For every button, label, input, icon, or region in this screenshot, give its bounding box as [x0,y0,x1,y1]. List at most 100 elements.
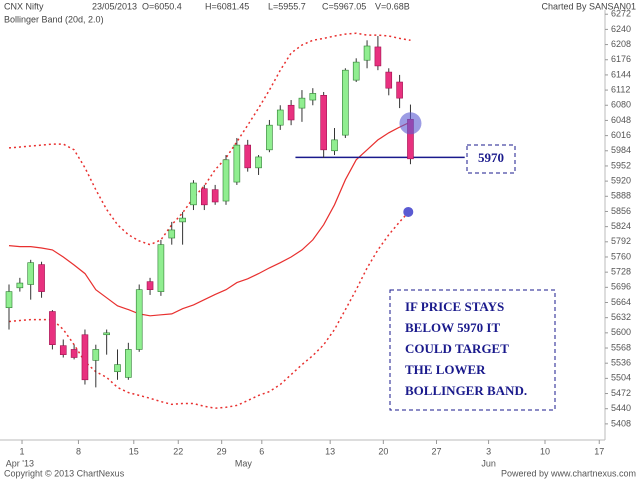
y-tick-label: 5920 [611,175,631,185]
candle-body [222,159,230,202]
candle-body [363,45,371,61]
candle-body [244,144,252,169]
y-tick-label: 6272 [611,9,631,19]
y-tick-label: 5984 [611,145,631,155]
candle-body [276,109,284,126]
band-outer [8,209,412,409]
x-tick-label: 20 [378,446,388,456]
candle-body [16,282,24,289]
low-value: L=5955.7 [268,1,306,11]
note-line: BOLLINGER BAND. [405,383,527,398]
y-tick-label: 5536 [611,358,631,368]
y-tick-label: 5568 [611,342,631,352]
copyright: Copyright © 2013 ChartNexus [4,468,125,478]
candle-body [146,281,154,290]
candle-body [135,289,143,350]
candle-body [298,97,306,109]
indicator-label: Bollinger Band (20d, 2.0) [4,14,104,24]
x-tick-label: 22 [173,446,183,456]
y-tick-label: 5664 [611,297,631,307]
y-tick-label: 5792 [611,236,631,246]
y-tick-label: 5856 [611,206,631,216]
candle-body [233,144,241,183]
date: 23/05/2013 [92,1,137,11]
candle-body [81,334,89,381]
candle-body [92,349,100,361]
candle-body [103,332,110,336]
candle-body [374,46,382,67]
y-tick-label: 5952 [611,160,631,170]
band-middle [8,121,411,317]
x-tick-label: 29 [217,446,227,456]
x-tick-label: 3 [486,446,491,456]
candle-body [5,291,13,309]
charted-by: Charted By SANSAN01 [541,1,636,11]
y-tick-label: 5600 [611,327,631,337]
open-value: O=6050.4 [142,1,182,11]
x-tick-label: 27 [431,446,441,456]
x-tick-label: 10 [540,446,550,456]
candle-body [49,311,56,345]
candle-body [385,71,393,89]
candle-body [114,364,121,373]
month-label: Jun [481,458,496,468]
y-tick-label: 5760 [611,251,631,261]
y-tick-label: 5728 [611,267,631,277]
y-tick-label: 5696 [611,282,631,292]
candle-body [179,217,186,223]
close-value: C=5967.05 [322,1,366,11]
y-tick-label: 6080 [611,100,631,110]
band-outer [8,32,411,246]
candle-body [201,188,208,206]
candle-body [157,244,165,292]
note-line: THE LOWER [405,362,486,377]
candle-body [38,264,45,292]
y-tick-label: 5504 [611,373,631,383]
x-tick-label: 8 [76,446,81,456]
candle-body [211,189,219,203]
high-value: H=6081.45 [205,1,249,11]
y-tick-label: 5408 [611,418,631,428]
note-line: IF PRICE STAYS [405,299,504,314]
y-tick-label: 5472 [611,388,631,398]
candle-body [125,349,132,378]
y-tick-label: 5824 [611,221,631,231]
note-box [389,289,556,411]
y-tick-label: 6208 [611,39,631,49]
x-tick-label: 1 [20,446,25,456]
volume-value: V=0.68B [375,1,410,11]
y-tick-label: 6112 [611,84,630,94]
x-tick-label: 17 [594,446,604,456]
y-tick-label: 6048 [611,115,631,125]
y-tick-label: 5440 [611,403,631,413]
y-tick-label: 6176 [611,54,631,64]
x-tick-label: 6 [259,446,264,456]
candle-body [255,156,262,169]
candle-body [168,229,176,239]
y-tick-label: 6016 [611,130,631,140]
month-label: Apr '13 [6,458,34,468]
y-tick-label: 6240 [611,24,631,34]
level-label: 5970 [478,150,504,165]
candle-body [287,104,295,121]
highlight-marker [399,112,422,135]
y-tick-label: 5632 [611,312,631,322]
candle-body [309,93,317,101]
highlight-marker [403,206,414,217]
note-line: BELOW 5970 IT [405,320,500,335]
candle-body [59,345,67,355]
month-label: May [235,458,253,468]
instrument: CNX Nifty [4,1,44,11]
x-tick-label: 13 [325,446,335,456]
candle-body [266,124,273,151]
candle-body [320,95,327,151]
y-tick-label: 6144 [611,69,631,79]
y-tick-label: 5888 [611,191,631,201]
candle-body [190,182,197,206]
candle-body [396,81,403,99]
candle-body [27,262,35,285]
x-tick-label: 15 [129,446,139,456]
powered-by: Powered by www.chartnexus.com [501,468,636,478]
candle-body [331,139,338,152]
